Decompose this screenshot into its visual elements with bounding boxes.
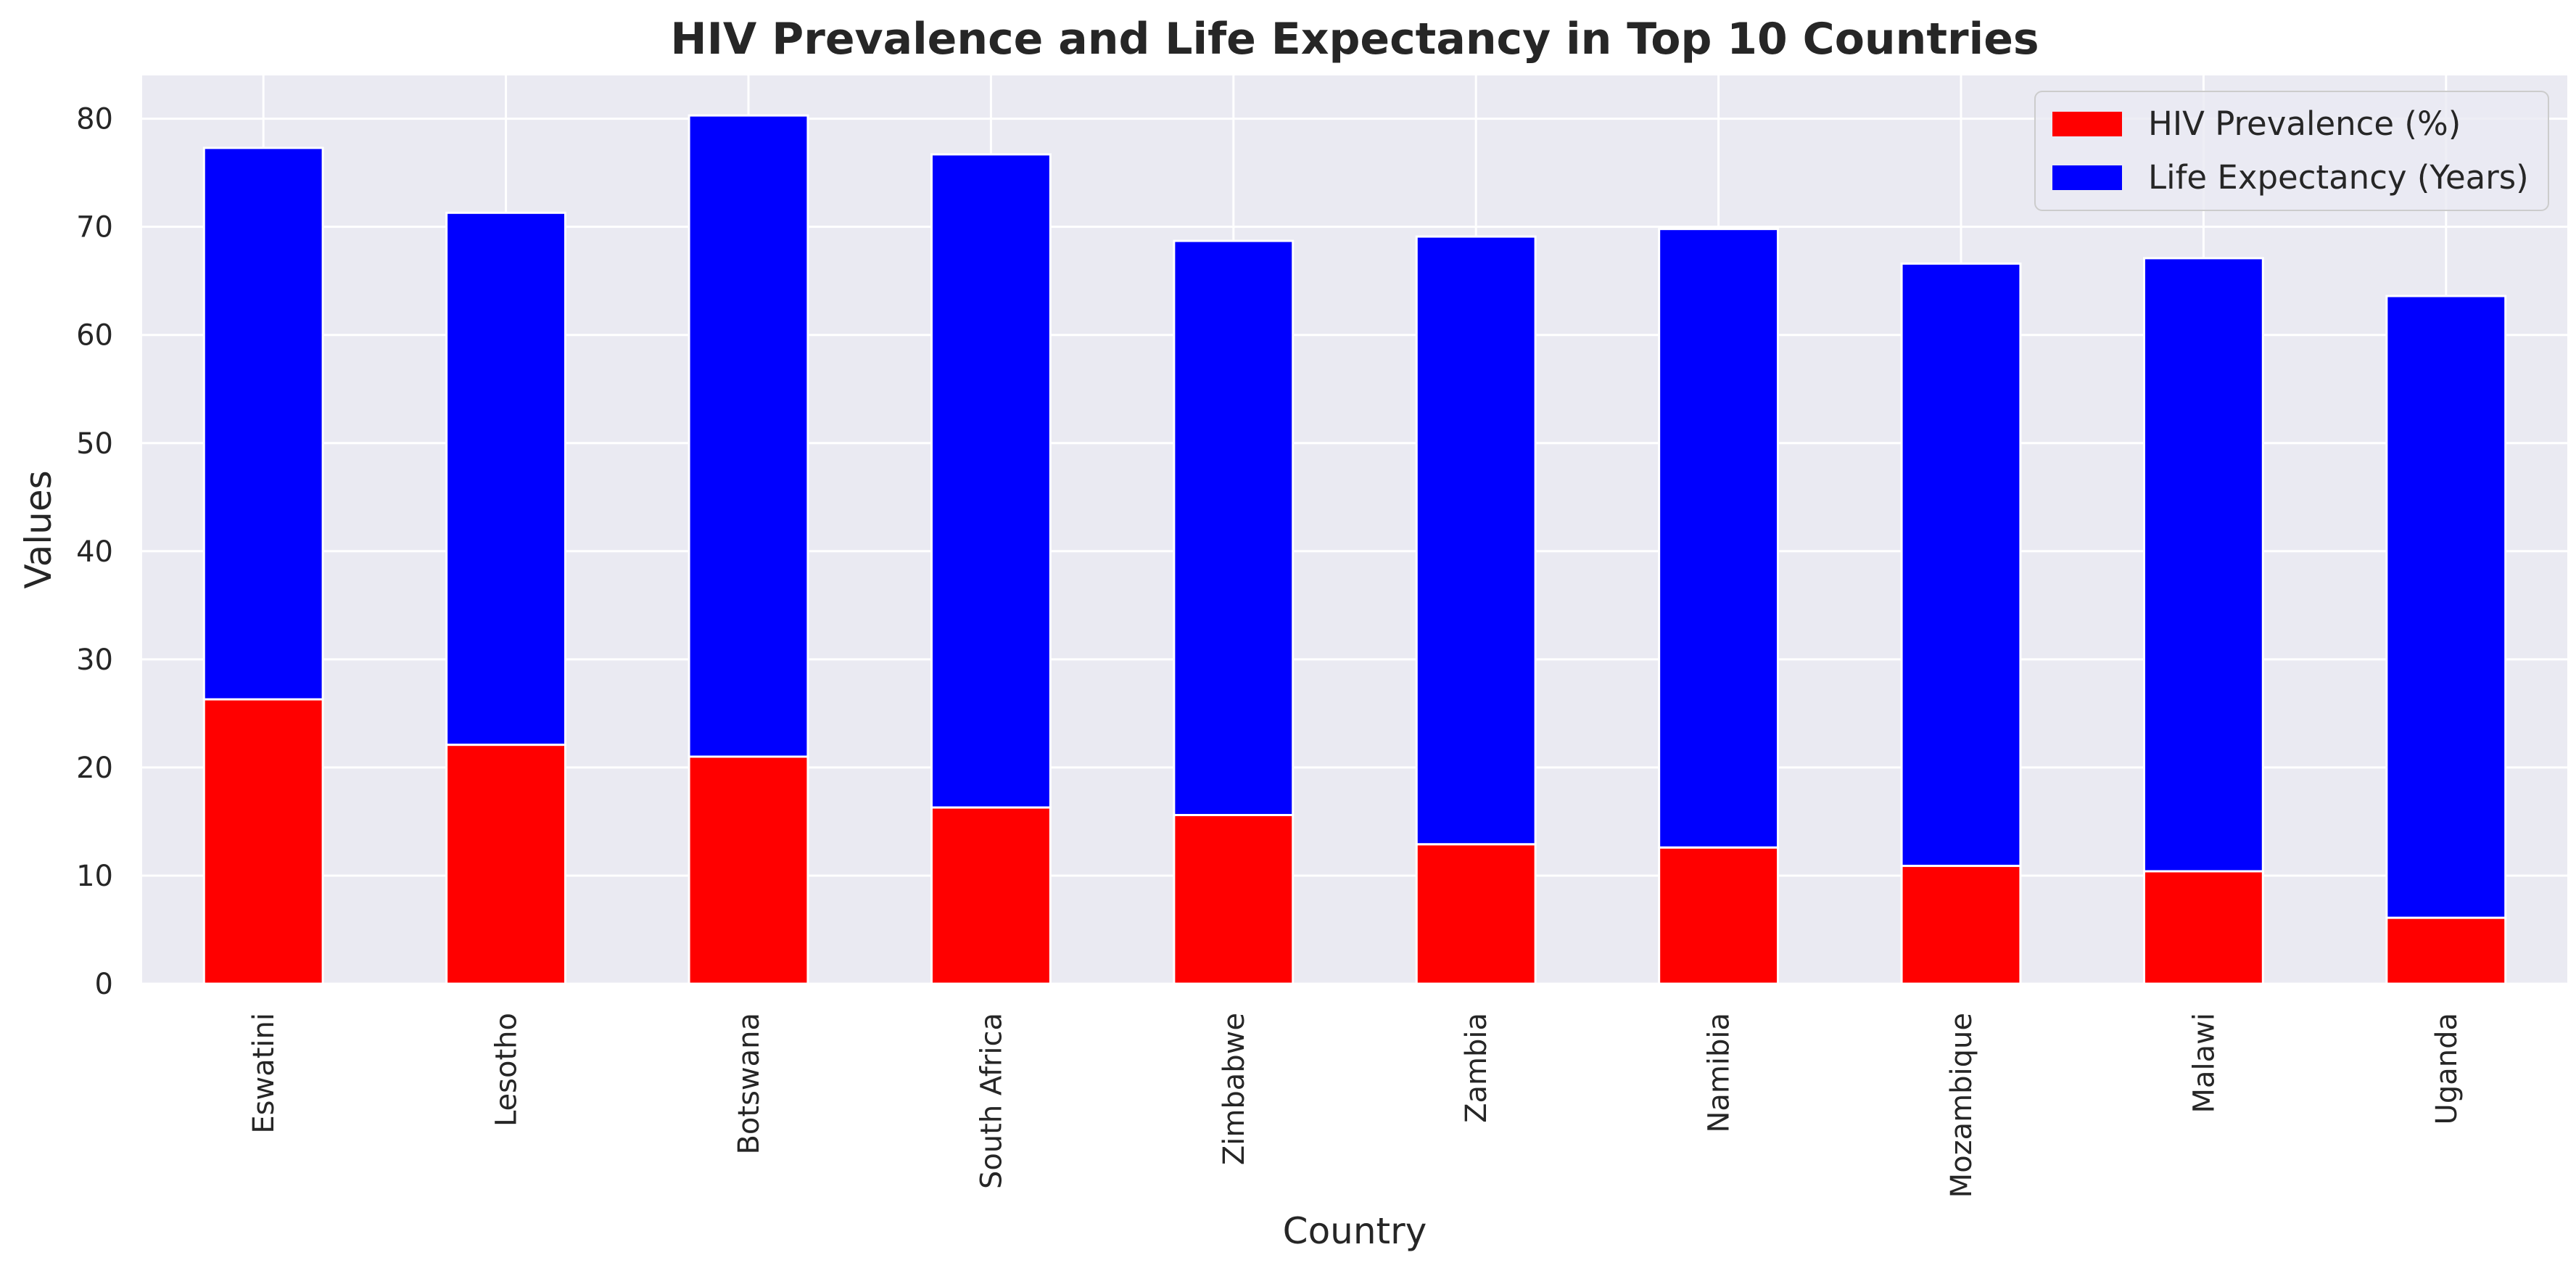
x-tick-label: Zimbabwe — [1218, 1013, 1251, 1165]
y-tick-label: 70 — [76, 211, 113, 244]
y-tick-label: 20 — [76, 752, 113, 785]
x-tick-label: Lesotho — [490, 1013, 524, 1127]
legend-label: Life Expectancy (Years) — [2148, 158, 2529, 197]
bar-life-expectancy — [1415, 235, 1537, 846]
legend-label: HIV Prevalence (%) — [2148, 104, 2461, 143]
legend: HIV Prevalence (%) Life Expectancy (Years… — [2034, 91, 2549, 211]
bar-life-expectancy — [1658, 228, 1780, 849]
bar-hiv-prevalence — [1900, 865, 2022, 985]
y-tick-label: 0 — [95, 968, 113, 1001]
y-axis-label: Values — [17, 470, 59, 588]
x-axis-label: Country — [1283, 1210, 1427, 1252]
x-tick-label: Mozambique — [1945, 1013, 1978, 1198]
bar-hiv-prevalence — [1173, 813, 1295, 985]
bar-hiv-prevalence — [930, 806, 1052, 985]
y-tick-label: 60 — [76, 319, 113, 353]
y-tick-label: 30 — [76, 643, 113, 677]
bar-life-expectancy — [2142, 257, 2264, 873]
y-tick-label: 10 — [76, 860, 113, 893]
y-tick-label: 80 — [76, 103, 113, 136]
chart-title: HIV Prevalence and Life Expectancy in To… — [670, 14, 2039, 65]
legend-box — [2034, 91, 2549, 211]
x-tick-label: Malawi — [2187, 1013, 2221, 1113]
bar-life-expectancy — [1900, 262, 2022, 868]
y-tick-label: 40 — [76, 535, 113, 569]
x-tick-label: Uganda — [2430, 1013, 2464, 1124]
x-tick-label: Namibia — [1703, 1013, 1736, 1133]
y-tick-label: 50 — [76, 427, 113, 461]
bar-life-expectancy — [445, 211, 567, 746]
bar-hiv-prevalence — [202, 698, 324, 985]
x-tick-label: Botswana — [732, 1013, 766, 1155]
bar-life-expectancy — [202, 147, 324, 701]
bar-life-expectancy — [688, 114, 809, 758]
legend-swatch — [2052, 112, 2122, 136]
bar-hiv-prevalence — [2142, 870, 2264, 985]
x-tick-label: Eswatini — [247, 1013, 281, 1134]
bar-life-expectancy — [1173, 239, 1295, 816]
x-tick-label: Zambia — [1460, 1013, 1493, 1123]
bar-life-expectancy — [2385, 295, 2507, 919]
bar-life-expectancy — [930, 153, 1052, 809]
y-axis-ticks: 0 10 20 30 40 50 60 70 80 — [76, 103, 113, 1001]
bar-hiv-prevalence — [2385, 916, 2507, 985]
bar-hiv-prevalence — [688, 755, 809, 985]
bar-hiv-prevalence — [445, 744, 567, 985]
bars — [202, 114, 2507, 985]
bar-hiv-prevalence — [1658, 846, 1780, 985]
legend-swatch — [2052, 165, 2122, 190]
bar-hiv-prevalence — [1415, 843, 1537, 985]
x-axis-ticks: Eswatini Lesotho Botswana South Africa Zimba… — [247, 1013, 2464, 1198]
x-tick-label: South Africa — [975, 1013, 1008, 1189]
